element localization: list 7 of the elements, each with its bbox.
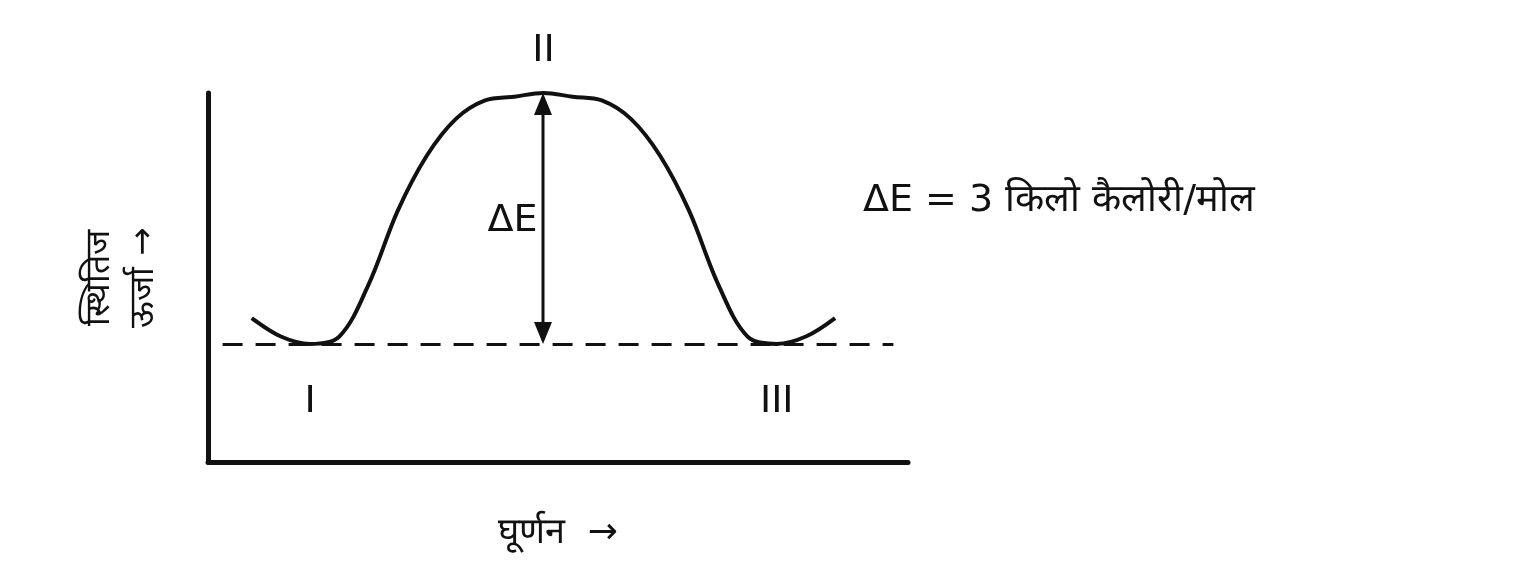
- annotation: ΔE = 3 किलो कैलोरी/मोल: [863, 176, 1257, 221]
- text: II: [532, 26, 555, 70]
- annotation: I: [304, 376, 316, 421]
- y-axis-title: स्थितिज ऊर्जा →: [77, 227, 161, 328]
- x-axis-title: घूर्णन →: [497, 509, 619, 553]
- annotation: III: [759, 376, 794, 421]
- annotation: ΔE: [487, 196, 538, 241]
